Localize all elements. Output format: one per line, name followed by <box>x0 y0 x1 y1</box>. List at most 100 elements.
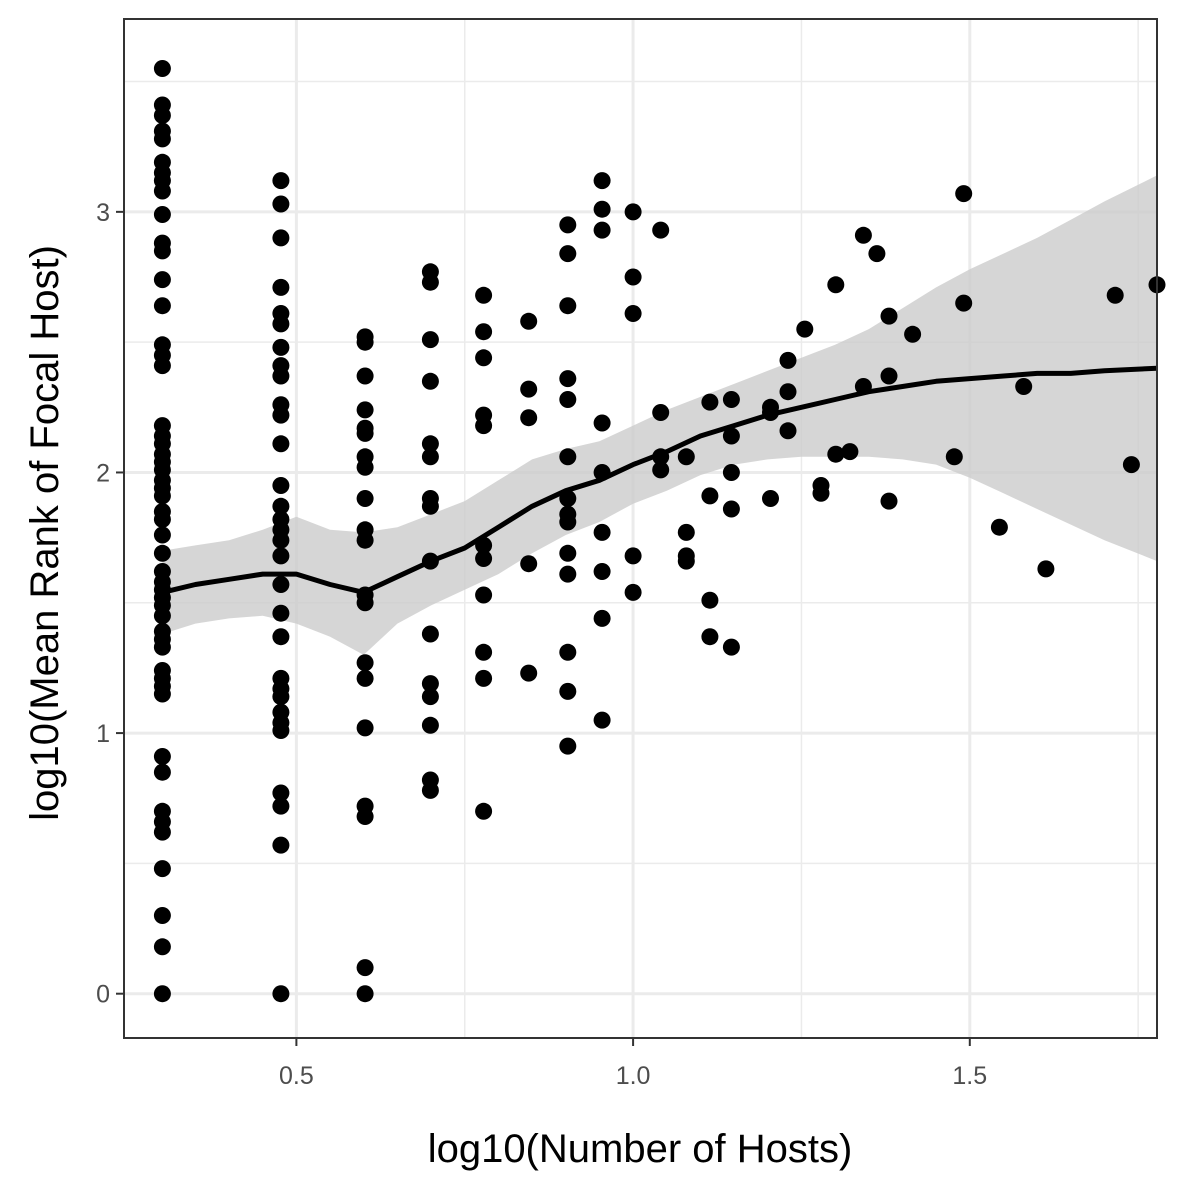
data-point <box>677 552 695 570</box>
data-point <box>272 722 290 739</box>
data-point <box>593 609 611 627</box>
data-point <box>272 195 290 213</box>
data-point <box>624 305 642 322</box>
data-point <box>559 682 577 700</box>
data-point <box>356 424 374 442</box>
data-point <box>153 297 171 315</box>
data-point <box>272 172 290 190</box>
data-point <box>593 221 611 239</box>
data-point <box>272 278 290 296</box>
data-point <box>272 229 290 247</box>
data-point <box>520 409 538 427</box>
data-point <box>1015 378 1033 395</box>
data-point <box>475 643 493 661</box>
data-point <box>520 380 538 398</box>
data-point <box>779 351 797 369</box>
scatter-points-layer <box>153 60 1166 1003</box>
data-point <box>272 477 290 494</box>
data-point <box>945 448 963 466</box>
data-point <box>421 273 439 291</box>
data-point <box>153 748 171 765</box>
data-point <box>153 823 171 841</box>
data-point <box>701 393 719 411</box>
data-point <box>593 414 611 432</box>
data-point <box>559 513 577 531</box>
data-point <box>880 492 898 510</box>
data-point <box>421 331 439 349</box>
data-point <box>677 523 695 541</box>
data-point <box>356 367 374 385</box>
data-point <box>153 271 171 289</box>
data-point <box>356 985 374 1003</box>
data-point <box>593 172 611 190</box>
data-point <box>559 245 577 263</box>
data-point <box>475 323 493 341</box>
data-point <box>356 959 374 977</box>
data-point <box>812 484 830 502</box>
data-point <box>272 604 290 622</box>
data-point <box>701 628 719 646</box>
data-point <box>677 448 695 466</box>
data-point <box>153 938 171 956</box>
data-point <box>421 781 439 799</box>
data-point <box>153 685 171 703</box>
smooth-trend-line <box>161 365 1158 595</box>
data-point <box>779 383 797 401</box>
x-axis-ticks: 0.5 1.0 1.5 <box>279 1038 987 1090</box>
data-point <box>356 333 374 351</box>
data-point <box>153 206 171 223</box>
data-point <box>475 550 493 567</box>
data-point <box>955 185 973 203</box>
data-point <box>624 203 642 221</box>
x-tick-label: 0.5 <box>279 1062 314 1090</box>
data-point <box>475 802 493 820</box>
data-point <box>880 367 898 385</box>
data-point <box>652 404 670 421</box>
data-point <box>153 860 171 878</box>
data-point <box>153 130 171 148</box>
y-tick-label: 2 <box>96 459 110 487</box>
data-point <box>272 338 290 356</box>
data-point <box>153 763 171 781</box>
data-point <box>272 797 290 815</box>
data-point <box>272 435 290 453</box>
data-point <box>475 586 493 604</box>
data-point <box>153 638 171 656</box>
data-point <box>272 985 290 1003</box>
data-point <box>722 427 740 445</box>
data-point <box>356 490 374 507</box>
data-point <box>652 221 670 239</box>
data-point <box>356 531 374 549</box>
data-point <box>153 106 171 124</box>
data-point <box>990 518 1008 536</box>
smooth-line-layer <box>161 365 1158 595</box>
y-tick-label: 3 <box>96 199 110 227</box>
data-point <box>559 370 577 388</box>
data-point <box>153 182 171 200</box>
data-point <box>153 907 171 924</box>
data-point <box>153 544 171 562</box>
data-point <box>356 808 374 825</box>
data-point <box>779 422 797 440</box>
x-tick-label: 1.5 <box>952 1062 987 1090</box>
data-point <box>153 60 171 77</box>
data-point <box>272 628 290 646</box>
data-point <box>520 312 538 330</box>
data-point <box>272 315 290 333</box>
data-point <box>559 391 577 408</box>
data-point <box>356 458 374 476</box>
data-point <box>762 490 779 507</box>
data-point <box>272 547 290 565</box>
data-point <box>475 349 493 367</box>
data-point <box>827 276 845 294</box>
data-point <box>153 357 171 375</box>
data-point <box>520 555 538 573</box>
data-point <box>421 497 439 515</box>
data-point <box>475 286 493 304</box>
data-point <box>356 669 374 687</box>
data-point <box>1037 560 1055 578</box>
data-point <box>854 226 872 244</box>
data-point <box>593 711 611 729</box>
data-point <box>421 372 439 390</box>
